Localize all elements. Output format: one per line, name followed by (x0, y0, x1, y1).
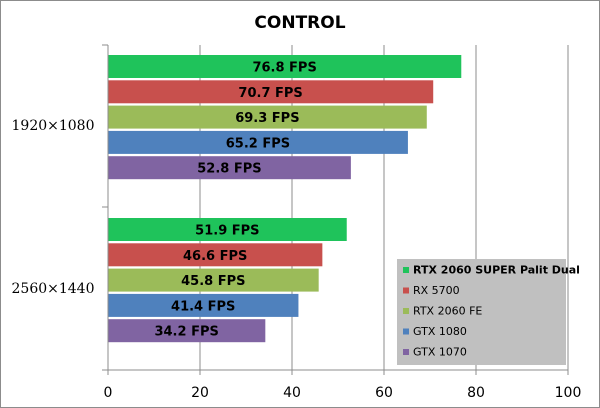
legend-label: GTX 1080 (413, 325, 467, 338)
bar (108, 319, 266, 343)
bar (108, 55, 462, 78)
data-label: 52.8 FPS (197, 162, 261, 177)
data-label: 41.4 FPS (171, 299, 235, 314)
bar (108, 105, 427, 129)
x-tick-label: 20 (191, 385, 209, 401)
data-label: 70.7 FPS (238, 86, 302, 101)
legend-swatch (403, 267, 409, 273)
category-label: 1920×1080 (12, 118, 95, 134)
legend-swatch (403, 287, 409, 294)
bar (108, 268, 319, 292)
x-tick-label: 100 (555, 385, 582, 401)
legend-label: RTX 2060 FE (413, 305, 482, 318)
data-label: 34.2 FPS (154, 325, 218, 340)
data-label: 46.6 FPS (183, 249, 247, 264)
bar (108, 218, 347, 241)
axes: 0 20 40 60 80 100 1920×1080 2560×1440 (12, 44, 582, 401)
data-label: 51.9 FPS (195, 224, 259, 239)
data-label: 69.3 FPS (235, 111, 299, 126)
x-tick-label: 60 (375, 385, 393, 401)
legend-label: RTX 2060 SUPER Palit Dual (413, 264, 580, 277)
bar (108, 293, 299, 317)
legend-swatch (403, 349, 409, 355)
data-label: 65.2 FPS (226, 136, 290, 151)
bar (108, 130, 408, 154)
legend-swatch (403, 328, 409, 335)
x-tick-label: 80 (467, 385, 485, 401)
legend: RTX 2060 SUPER Palit Dual RX 5700 RTX 2060… (397, 259, 580, 365)
x-tick-label: 40 (283, 385, 301, 401)
legend-label: GTX 1070 (413, 346, 467, 359)
bar (108, 80, 434, 104)
bars: 76.8 FPS 70.7 FPS 69.3 FPS 65.2 FPS 52.8 FPS… (108, 55, 462, 343)
x-tick-label: 0 (104, 385, 113, 401)
category-label: 2560×1440 (12, 281, 95, 297)
bar (108, 156, 351, 180)
bar (108, 243, 323, 267)
legend-swatch (403, 308, 409, 314)
legend-label: RX 5700 (413, 284, 460, 297)
legend-box (397, 259, 566, 365)
data-label: 45.8 FPS (181, 274, 245, 289)
chart-title: CONTROL (254, 13, 345, 33)
data-label: 76.8 FPS (252, 61, 316, 76)
